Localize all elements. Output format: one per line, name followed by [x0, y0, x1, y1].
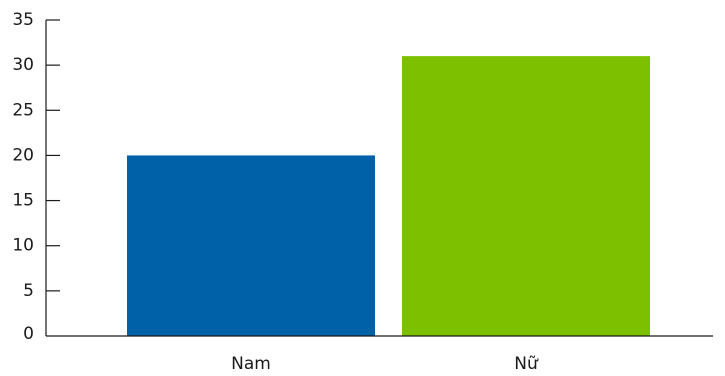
x-axis: Nam Nữ	[46, 335, 713, 374]
y-axis: 0 5 10 15 20 25 30 35	[12, 10, 60, 344]
y-tick-label: 30	[12, 55, 34, 75]
bar-nữ	[402, 56, 650, 336]
x-tick-label: Nam	[231, 354, 271, 374]
y-tick-label: 10	[12, 236, 34, 256]
x-tick-label: Nữ	[514, 354, 539, 374]
bars	[127, 56, 650, 336]
y-tick-label: 25	[12, 100, 34, 120]
bar-nam	[127, 155, 375, 336]
y-tick-label: 20	[12, 145, 34, 165]
y-tick-label: 5	[23, 281, 34, 301]
y-tick-label: 35	[12, 10, 34, 30]
y-tick-label: 15	[12, 191, 34, 211]
y-tick-label: 0	[23, 324, 34, 344]
